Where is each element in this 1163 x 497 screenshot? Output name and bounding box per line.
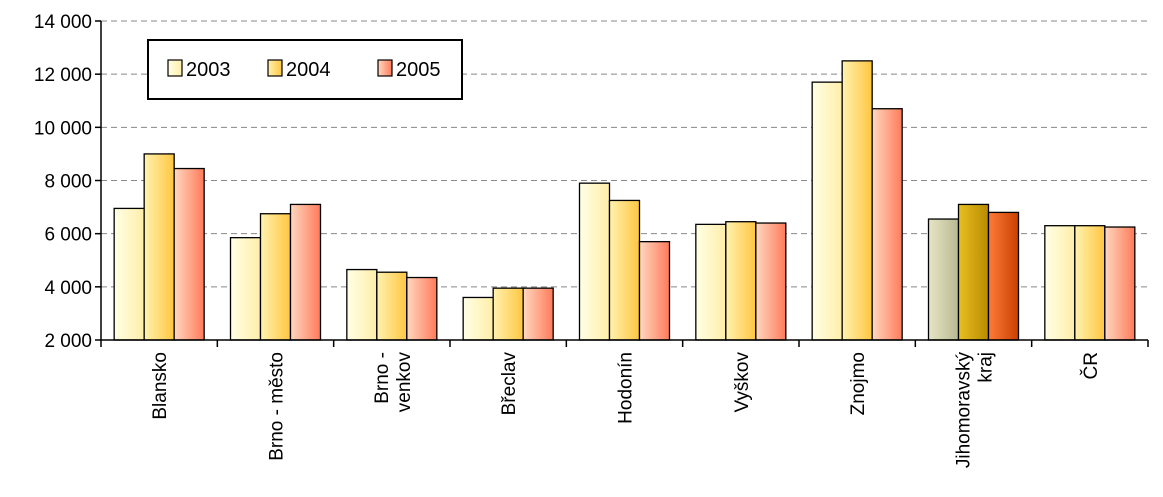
bar-2003-4 (578, 182, 611, 341)
y-tick-label: 2 000 (44, 331, 92, 352)
x-category-label: Břeclav (499, 352, 520, 416)
bar-2003-1 (229, 237, 262, 341)
bar-2004-0 (143, 153, 175, 341)
x-category-label: Hodonín (616, 352, 637, 424)
x-category-label: kraj (976, 352, 997, 383)
bar-2004-6 (841, 60, 873, 341)
bar-2003-8 (1044, 225, 1076, 341)
bar-2005-5 (755, 222, 787, 341)
bar-2003-2 (346, 268, 378, 341)
bar-2004-3 (492, 287, 524, 341)
legend-label-2004: 2004 (286, 59, 331, 81)
bar-2004-5 (725, 221, 757, 341)
bar-2003-7 (927, 218, 960, 341)
x-category-label: ČR (1080, 352, 1102, 379)
bar-2005-2 (406, 276, 438, 341)
bar-2005-3 (522, 287, 554, 341)
bar-2004-2 (376, 271, 408, 341)
bar-2003-0 (113, 207, 145, 341)
y-tick-label: 10 000 (34, 118, 92, 139)
legend-label-2005: 2005 (396, 59, 441, 81)
x-category-label: Jihomoravský (954, 352, 975, 469)
y-tick-label: 6 000 (44, 225, 92, 246)
bar-2005-0 (173, 167, 205, 341)
y-tick-label: 12 000 (34, 65, 92, 86)
bar-2005-1 (289, 203, 322, 341)
bar-2005-4 (638, 240, 671, 341)
legend-swatch-2003 (167, 59, 183, 77)
x-axis-labels: Blansko Brno - město Brno - venkov Břeclav Ho… (150, 352, 1102, 469)
x-category-label: Blansko (150, 352, 171, 420)
legend: 2003 2004 2005 (147, 39, 463, 100)
bar-2004-1 (259, 213, 292, 341)
bar-2004-7 (957, 203, 990, 341)
legend-swatch-2005 (377, 59, 393, 77)
bar-2003-3 (462, 296, 494, 341)
y-tick-label: 14 000 (34, 12, 92, 33)
bar-2003-5 (695, 223, 727, 341)
legend-swatch-2004 (267, 59, 283, 77)
x-category-label: Brno - město (267, 352, 288, 461)
y-tick-label: 4 000 (44, 278, 92, 299)
legend-box (147, 39, 463, 100)
x-category-label: Brno - (372, 352, 393, 404)
x-category-label: Znojmo (848, 352, 869, 415)
y-axis-ticks: 2 000 4 000 6 000 8 000 10 000 12 000 14 000 (34, 12, 101, 352)
legend-label-2003: 2003 (186, 59, 231, 81)
y-tick-label: 8 000 (44, 172, 92, 193)
x-category-label: Vyškov (732, 352, 753, 413)
x-category-label: venkov (394, 352, 415, 413)
bar-2005-7 (987, 211, 1020, 341)
bars (113, 60, 1136, 341)
bar-2005-8 (1104, 226, 1136, 341)
bar-2004-4 (608, 199, 641, 341)
bar-2005-6 (871, 108, 903, 341)
bar-2003-6 (811, 81, 843, 341)
bar-2004-8 (1074, 225, 1106, 341)
